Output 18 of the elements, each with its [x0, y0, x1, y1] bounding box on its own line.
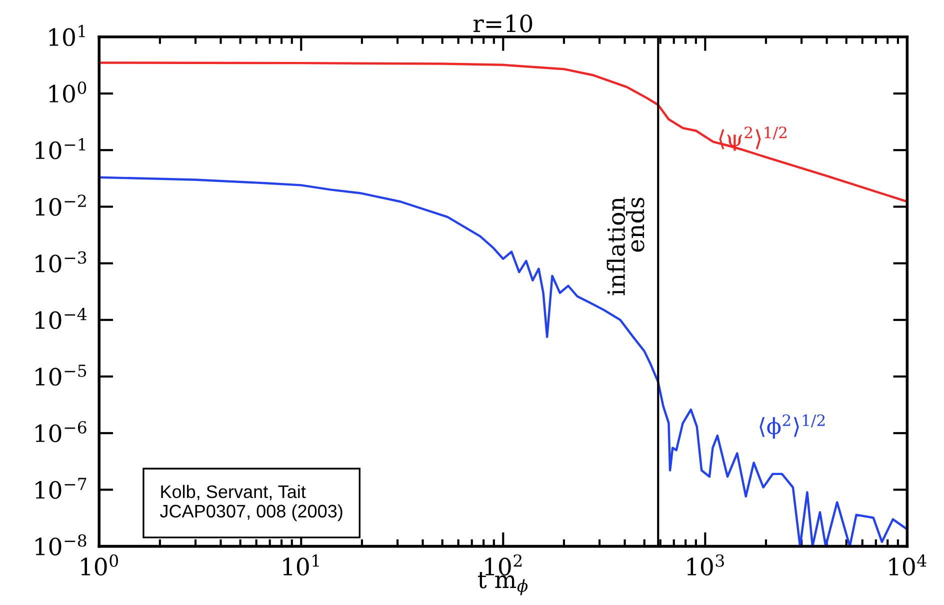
- y-tick-label: 10$^{−8}$: [36, 534, 86, 556]
- y-tick-label: 10$^{−7}$: [36, 478, 86, 499]
- y-tick-label: 10$^{−4}$: [36, 308, 87, 330]
- y-tick-label: 10$^{−3}$: [36, 251, 86, 272]
- x-tick-label: 10$^{0}$: [81, 554, 118, 576]
- chart-title: r=10: [473, 14, 532, 32]
- ref-line-label: inflation ends: [606, 197, 644, 296]
- y-tick-label: 10$^{−2}$: [36, 194, 86, 216]
- series-label: ⟨ϕ$^{2}$⟩$^{1/2}$: [760, 414, 825, 439]
- x-tick-label: 10$^{1}$: [283, 554, 319, 576]
- y-tick-label: 10$^{−5}$: [36, 364, 86, 386]
- x-tick-label: 10$^{3}$: [687, 554, 724, 576]
- x-tick-label: 10$^{4}$: [889, 554, 926, 576]
- y-tick-label: 10$^{1}$: [49, 24, 85, 46]
- y-tick-label: 10$^{−1}$: [36, 138, 86, 160]
- annotation: Kolb, Servant, Tait JCAP0307, 008 (2003): [160, 484, 342, 522]
- y-tick-label: 10$^{0}$: [49, 81, 86, 103]
- y-tick-label: 10$^{−6}$: [36, 421, 86, 442]
